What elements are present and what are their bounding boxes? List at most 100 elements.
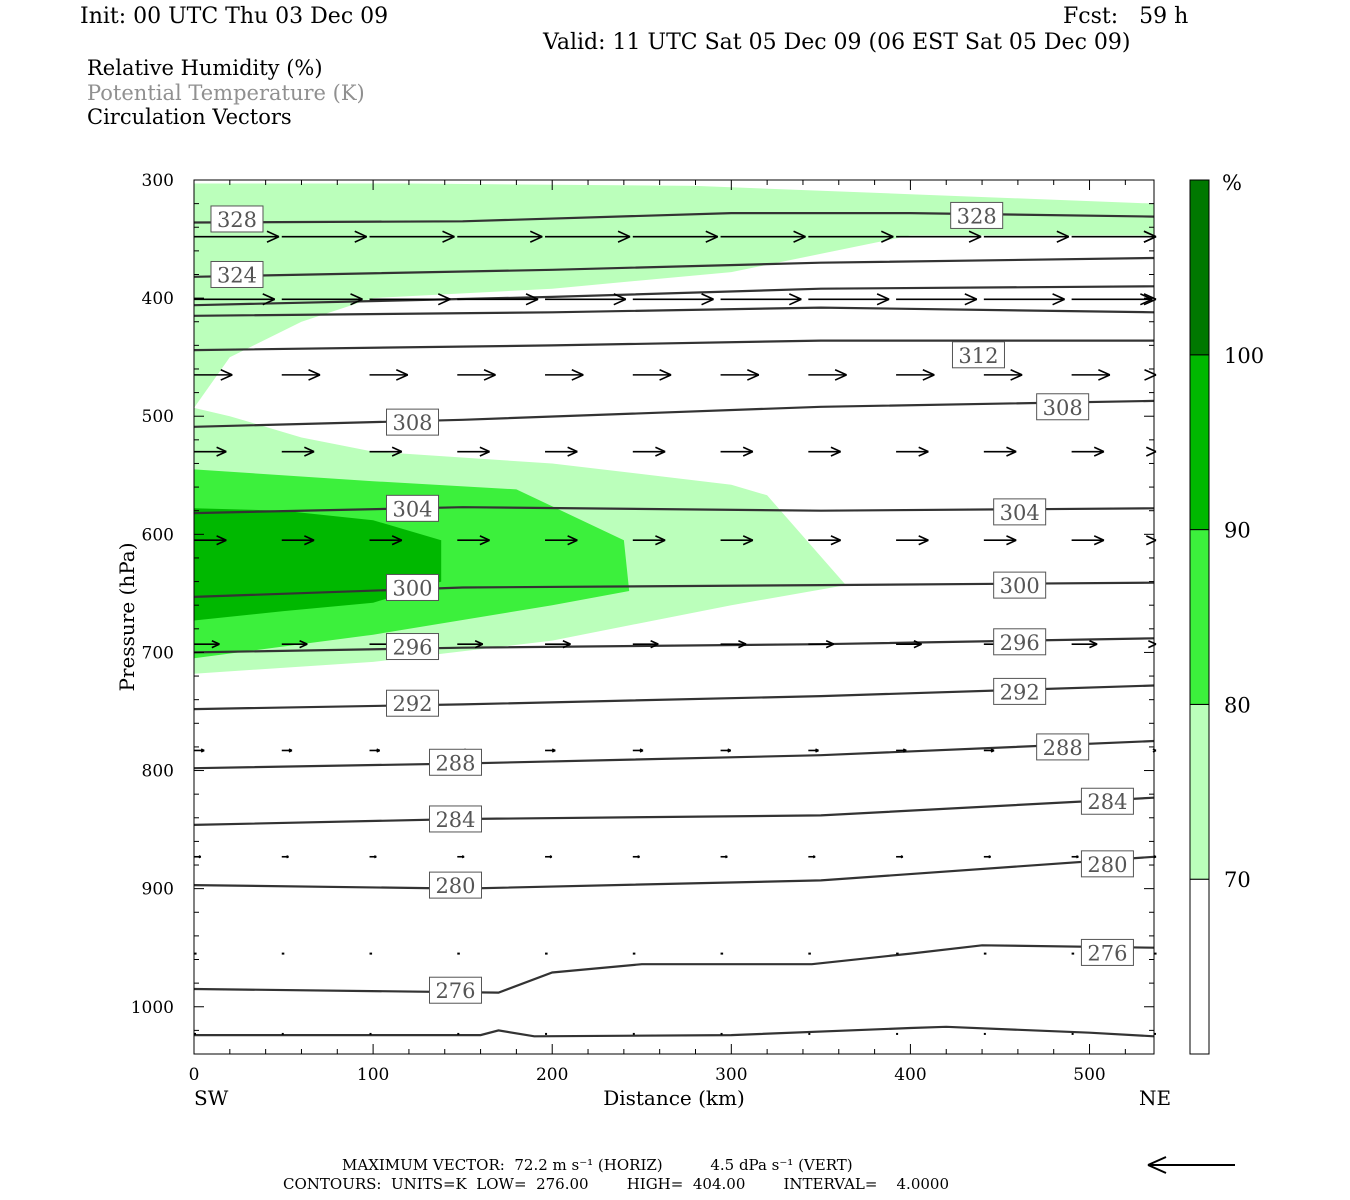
valid-time: Valid: 11 UTC Sat 05 Dec 09 (06 EST Sat … xyxy=(543,30,1131,55)
circulation-vector xyxy=(545,855,553,859)
circulation-vector xyxy=(808,952,811,955)
circulation-vector xyxy=(896,230,982,243)
colorbar-level-label: 80 xyxy=(1224,693,1251,717)
svg-text:296: 296 xyxy=(392,636,432,660)
isentrope-label-292: 292 xyxy=(993,677,1047,705)
circulation-vector xyxy=(808,446,841,457)
x-tick-label: 200 xyxy=(536,1065,568,1085)
svg-text:284: 284 xyxy=(435,808,475,832)
colorbar-segment xyxy=(1189,179,1210,356)
circulation-vector xyxy=(194,368,233,381)
circulation-vector xyxy=(545,293,627,306)
y-tick-label: 600 xyxy=(142,525,174,545)
circulation-vector xyxy=(632,952,636,955)
circulation-vector xyxy=(457,230,543,243)
circulation-vector xyxy=(1071,446,1105,457)
isentrope-316 xyxy=(194,306,1154,317)
circulation-vector xyxy=(545,368,584,381)
svg-text:296: 296 xyxy=(1000,631,1040,655)
x-end-label-sw: SW xyxy=(194,1086,229,1110)
svg-text:328: 328 xyxy=(957,204,997,228)
circulation-vector xyxy=(457,446,490,457)
circulation-vector xyxy=(545,1032,548,1035)
svg-text:328: 328 xyxy=(217,208,257,232)
x-tick-label: 0 xyxy=(189,1065,200,1085)
isentrope-label-284: 284 xyxy=(1080,787,1134,815)
reference-vector xyxy=(1147,1156,1235,1174)
circulation-vector xyxy=(194,952,197,955)
circulation-vector xyxy=(545,446,578,457)
field-label-theta: Potential Temperature (K) xyxy=(87,81,365,105)
circulation-vector xyxy=(983,855,991,859)
circulation-vector xyxy=(983,230,1070,243)
isentrope-label-284: 284 xyxy=(428,805,482,833)
x-tick-label: 300 xyxy=(715,1065,747,1085)
circulation-vector xyxy=(545,952,548,955)
isentrope-284 xyxy=(194,796,1154,826)
circulation-vector xyxy=(1071,639,1098,649)
y-tick-label: 1000 xyxy=(131,998,174,1018)
circulation-vector xyxy=(1071,368,1111,381)
circulation-vector xyxy=(281,446,315,457)
plot-frame xyxy=(193,179,1155,1055)
circulation-vector xyxy=(720,293,802,306)
isentrope-label-300: 300 xyxy=(993,571,1047,599)
isentrope-label-304: 304 xyxy=(993,498,1047,526)
circulation-vector xyxy=(457,368,496,381)
isentrope-label-308: 308 xyxy=(386,408,440,436)
circulation-vector xyxy=(369,293,451,306)
isentrope-label-288: 288 xyxy=(428,748,482,776)
circulation-vector xyxy=(194,748,205,753)
forecast-hour: Fcst: 59 h xyxy=(1063,4,1189,29)
circulation-vector xyxy=(545,230,631,243)
circulation-vector xyxy=(896,639,922,649)
svg-text:292: 292 xyxy=(1000,680,1040,704)
svg-text:276: 276 xyxy=(435,979,475,1003)
circulation-vector xyxy=(983,535,1017,546)
circulation-vector xyxy=(720,639,747,649)
circulation-vector xyxy=(369,952,373,955)
circulation-vector xyxy=(632,293,714,306)
isentrope-label-276: 276 xyxy=(428,976,482,1004)
circulation-vector xyxy=(1148,639,1157,649)
circulation-vector xyxy=(1071,855,1079,859)
circulation-vector xyxy=(632,446,666,457)
circulation-vector xyxy=(720,952,724,955)
isentrope-272 xyxy=(194,1025,1154,1038)
y-tick-label: 500 xyxy=(142,407,174,427)
svg-text:288: 288 xyxy=(1043,736,1083,760)
circulation-vector xyxy=(457,1032,460,1035)
field-label-rh: Relative Humidity (%) xyxy=(87,56,323,80)
isentrope-label-324: 324 xyxy=(210,260,264,288)
svg-text:324: 324 xyxy=(217,263,257,287)
circulation-vector xyxy=(808,293,890,306)
isentrope-label-288: 288 xyxy=(1036,733,1090,761)
isentrope-296 xyxy=(194,637,1154,654)
isentrope-300 xyxy=(194,581,1154,598)
circulation-vector xyxy=(983,1032,986,1035)
svg-text:308: 308 xyxy=(392,411,432,435)
circulation-vector xyxy=(808,855,816,859)
rh-region-90 xyxy=(194,508,442,621)
circulation-vector xyxy=(896,446,929,457)
circulation-vector xyxy=(808,1032,811,1035)
circulation-vector xyxy=(632,1032,635,1035)
circulation-vector xyxy=(281,952,285,955)
circulation-vector xyxy=(632,368,672,381)
isentrope-312 xyxy=(194,339,1154,352)
circulation-vector xyxy=(457,535,490,546)
x-tick-label: 400 xyxy=(894,1065,926,1085)
circulation-vector xyxy=(632,230,719,243)
circulation-vector xyxy=(457,855,465,859)
circulation-vector xyxy=(983,368,1023,381)
circulation-vector xyxy=(808,230,894,243)
circulation-vector xyxy=(369,446,403,457)
isentrope-label-304: 304 xyxy=(386,494,440,522)
circulation-vector xyxy=(632,855,640,859)
isentrope-label-296: 296 xyxy=(993,628,1047,656)
y-tick-label: 400 xyxy=(142,289,174,309)
circulation-vector xyxy=(545,639,571,649)
circulation-vector xyxy=(1145,535,1157,546)
circulation-vector xyxy=(281,855,289,859)
circulation-vector xyxy=(896,748,907,753)
